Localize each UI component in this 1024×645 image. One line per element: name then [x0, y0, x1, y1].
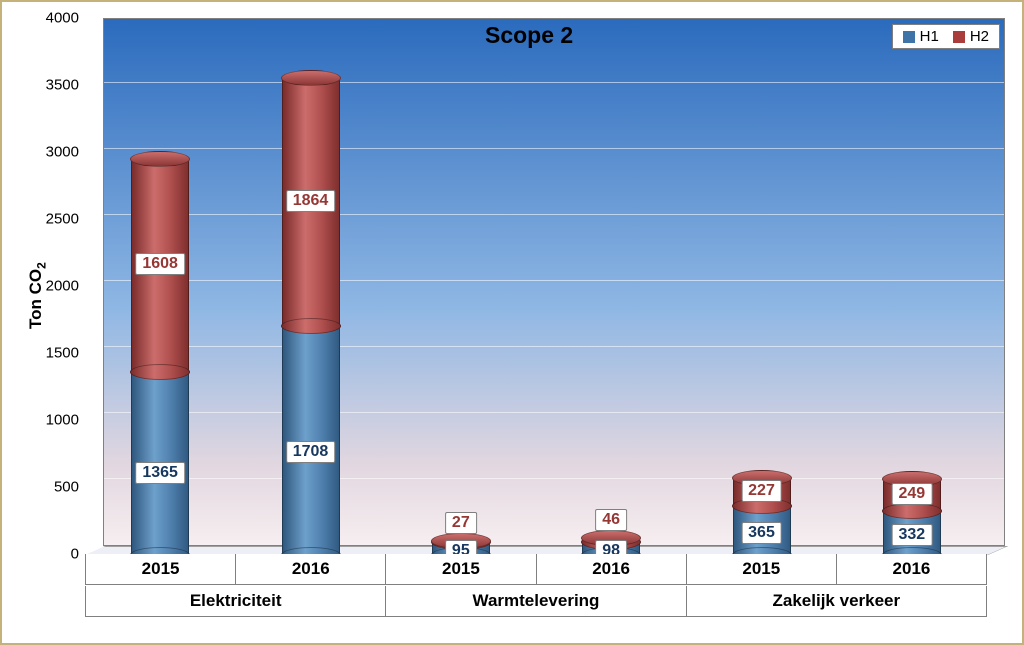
- column: 365 227: [733, 467, 791, 556]
- y-tick-label: 4000: [46, 10, 85, 27]
- x-category-cell: Elektriciteit: [85, 586, 386, 617]
- data-label-h2: 227: [741, 480, 782, 502]
- y-axis-label: Ton CO2: [26, 262, 48, 329]
- data-label-h2: 27: [445, 512, 477, 534]
- x-year-cell: 2015: [386, 554, 536, 585]
- data-label-h2: 1864: [286, 190, 336, 212]
- column: 1708 1864: [282, 67, 340, 556]
- data-label-h1: 1365: [135, 462, 185, 484]
- chart-frame: 0 500 1000 1500 2000 2500 3000 3500 4000 Ton CO2 S…: [0, 0, 1024, 645]
- x-year-cell: 2016: [837, 554, 987, 585]
- data-label-h1: 365: [741, 522, 782, 544]
- plot-area: [103, 18, 1005, 546]
- legend-swatch: [903, 31, 915, 43]
- x-category-cell: Zakelijk verkeer: [687, 586, 987, 617]
- y-tick-label: 0: [71, 546, 85, 563]
- chart-viewport: 0 500 1000 1500 2000 2500 3000 3500 4000 Ton CO2 S…: [10, 8, 1014, 639]
- gridline: [104, 478, 1004, 479]
- x-year-cell: 2016: [537, 554, 687, 585]
- column: 1365 1608: [131, 148, 189, 556]
- gridline: [104, 16, 1004, 17]
- x-year-cell: 2015: [687, 554, 837, 585]
- legend-label: H1: [920, 28, 939, 45]
- gridline: [104, 214, 1004, 215]
- y-tick-label: 2000: [46, 278, 85, 295]
- column: 332 249: [883, 468, 941, 556]
- y-tick-label: 3500: [46, 77, 85, 94]
- y-tick-label: 3000: [46, 144, 85, 161]
- legend-swatch: [953, 31, 965, 43]
- data-label-h2: 1608: [135, 253, 185, 275]
- gridline: [104, 412, 1004, 413]
- legend-entry: H2: [953, 28, 989, 45]
- y-tick-label: 2500: [46, 211, 85, 228]
- data-label-h1: 332: [891, 524, 932, 546]
- data-label-h1: 1708: [286, 441, 336, 463]
- x-year-cell: 2015: [85, 554, 236, 585]
- legend-label: H2: [970, 28, 989, 45]
- data-label-h2: 249: [891, 483, 932, 505]
- x-category-cell: Warmtelevering: [386, 586, 686, 617]
- chart-title: Scope 2: [485, 22, 573, 49]
- column: 9527: [432, 530, 490, 556]
- column: 9846: [582, 527, 640, 556]
- legend: H1 H2: [892, 24, 1000, 49]
- gridline: [104, 148, 1004, 149]
- data-label-h2: 46: [595, 509, 627, 531]
- gridline: [104, 82, 1004, 83]
- y-tick-label: 1500: [46, 345, 85, 362]
- x-year-cell: 2016: [236, 554, 386, 585]
- x-axis-years: 201520162015201620152016: [85, 554, 987, 585]
- y-tick-label: 1000: [46, 412, 85, 429]
- y-tick-label: 500: [54, 479, 85, 496]
- gridline: [104, 346, 1004, 347]
- legend-entry: H1: [903, 28, 939, 45]
- gridline: [104, 280, 1004, 281]
- x-axis-categories: ElektriciteitWarmteleveringZakelijk verk…: [85, 586, 987, 617]
